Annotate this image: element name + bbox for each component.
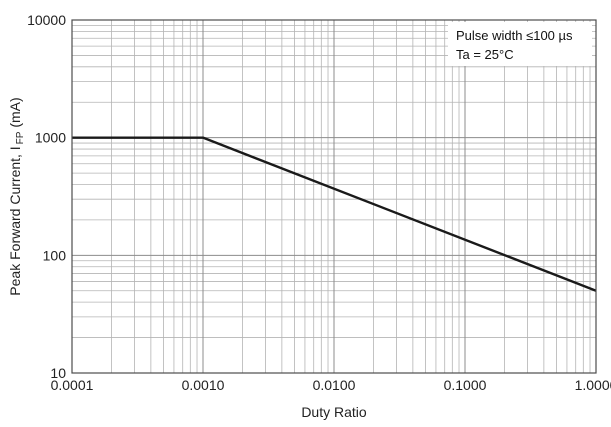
x-tick-label: 0.0010 — [182, 377, 225, 393]
x-tick-label: 0.0100 — [313, 377, 356, 393]
x-axis-label: Duty Ratio — [301, 404, 367, 420]
y-tick-label: 100 — [43, 247, 67, 263]
y-axis-label: Peak Forward Current, I FP (mA) — [7, 97, 26, 295]
plot-frame — [71, 19, 597, 374]
y-axis-label-unit: (mA) — [7, 97, 23, 131]
y-tick-label: 1000 — [35, 130, 66, 146]
annotation-box: Pulse width ≤100 µs Ta = 25°C — [448, 22, 592, 66]
y-axis-label-sub: FP — [15, 131, 26, 144]
y-tick-label: 10000 — [27, 12, 66, 28]
series-line — [72, 136, 597, 292]
x-tick-label: 1.0000 — [575, 377, 611, 393]
annotation-line-1: Pulse width ≤100 µs — [456, 28, 573, 43]
annotation-line-2: Ta = 25°C — [456, 47, 514, 62]
x-tick-label: 0.0001 — [51, 377, 94, 393]
y-tick-labels: 10 100 1000 10000 — [27, 12, 66, 381]
annotation-background — [448, 22, 592, 66]
series-layer — [72, 136, 597, 292]
y-axis-label-main: Peak Forward Current, I — [7, 146, 23, 295]
y-tick-label: 10 — [50, 365, 66, 381]
x-tick-label: 0.1000 — [444, 377, 487, 393]
x-tick-labels: 0.0001 0.0010 0.0100 0.1000 1.0000 — [51, 377, 611, 393]
